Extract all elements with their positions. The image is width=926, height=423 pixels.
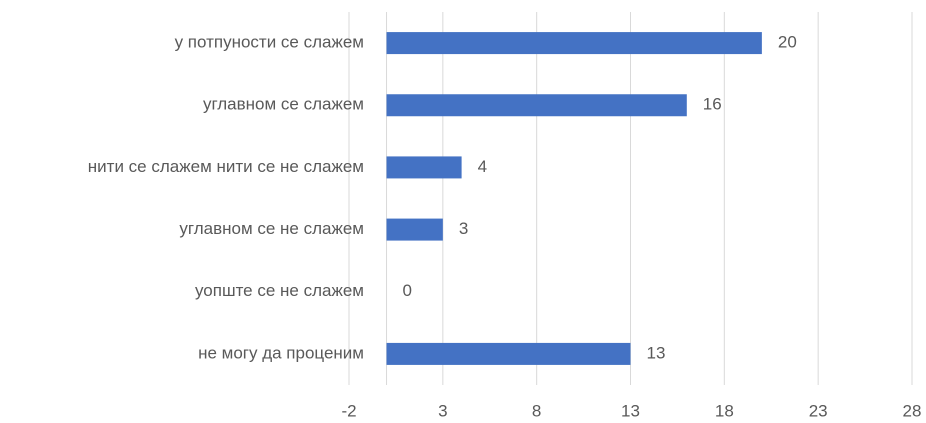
y-tick-label: не могу да проценим <box>198 343 364 362</box>
bar <box>386 32 762 55</box>
x-tick-label: 13 <box>621 401 640 420</box>
bar <box>386 94 687 117</box>
value-label: 16 <box>703 95 722 114</box>
y-tick-label: углавном се не слажем <box>179 219 364 238</box>
x-tick-label: -2 <box>341 401 356 420</box>
y-tick-label: у потпуности се слажем <box>175 33 364 52</box>
y-tick-label: нити се слажем нити се не слажем <box>88 157 364 176</box>
value-label: 3 <box>459 219 468 238</box>
bar <box>386 342 631 365</box>
x-tick-label: 18 <box>715 401 734 420</box>
x-tick-label: 3 <box>438 401 447 420</box>
value-label: 20 <box>778 33 797 52</box>
x-tick-label: 28 <box>903 401 922 420</box>
value-label: 0 <box>403 281 412 300</box>
value-label: 4 <box>478 157 487 176</box>
bar <box>386 156 462 179</box>
value-label: 13 <box>647 343 666 362</box>
y-tick-label: углавном се слажем <box>203 95 364 114</box>
y-tick-label: уопште се не слажем <box>195 281 364 300</box>
x-tick-label: 23 <box>809 401 828 420</box>
bar <box>386 218 443 241</box>
x-tick-label: 8 <box>532 401 541 420</box>
